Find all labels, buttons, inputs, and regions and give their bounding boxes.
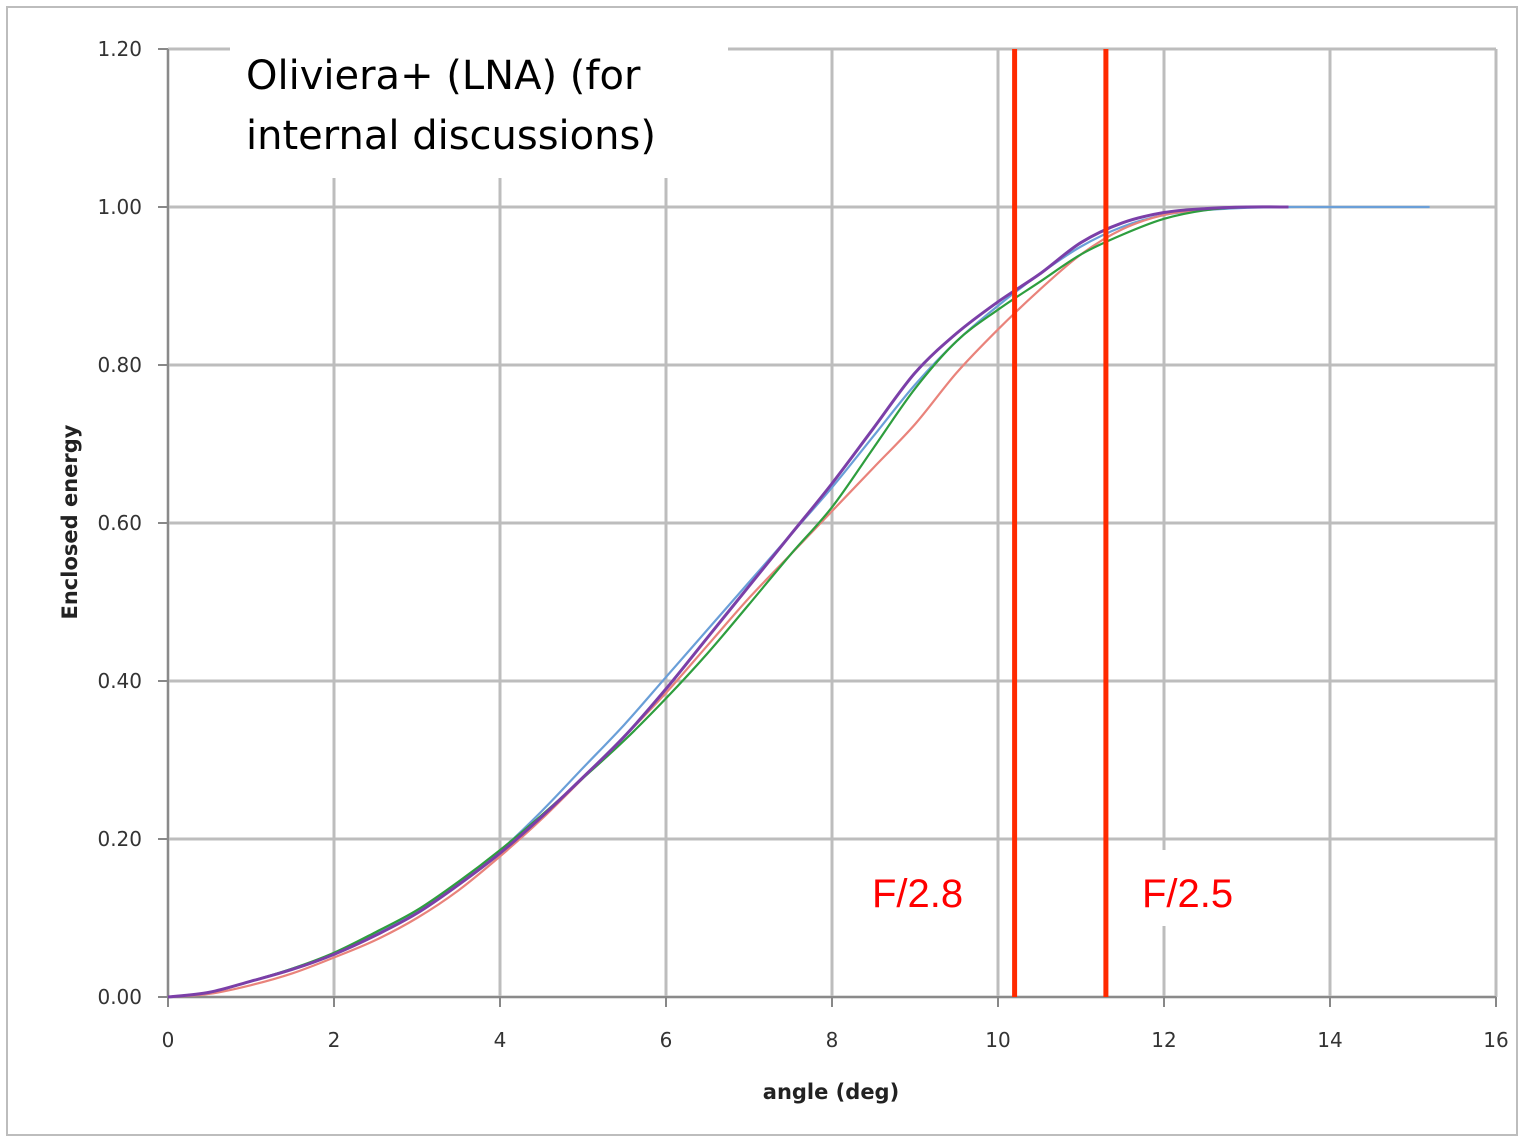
f25-label: F/2.5 xyxy=(1128,850,1262,926)
chart-title-note: Oliviera+ (LNA) (for internal discussion… xyxy=(230,44,728,178)
series-lines xyxy=(167,205,1430,999)
y-axis-label: Enclosed energy xyxy=(58,424,82,619)
x-tick-label: 10 xyxy=(985,1028,1010,1052)
x-tick-label: 0 xyxy=(162,1028,175,1052)
x-tick-label: 4 xyxy=(494,1028,507,1052)
axes xyxy=(158,48,1497,1007)
y-tick-label: 0.20 xyxy=(97,827,142,851)
y-tick-label: 0.80 xyxy=(97,353,142,377)
f-number-lines xyxy=(1012,49,1109,997)
series-line-4 xyxy=(167,205,1289,999)
series-line-3 xyxy=(167,205,1289,999)
y-tick-label: 0.00 xyxy=(97,985,142,1009)
x-tick-label: 2 xyxy=(328,1028,341,1052)
x-tick-label: 12 xyxy=(1151,1028,1176,1052)
y-tick-label: 1.00 xyxy=(97,195,142,219)
x-tick-label: 14 xyxy=(1317,1028,1342,1052)
y-tick-label: 1.20 xyxy=(97,37,142,61)
title-line-1: Oliviera+ (LNA) (for xyxy=(246,53,641,99)
title-line-2: internal discussions) xyxy=(246,113,656,159)
series-line-2 xyxy=(167,205,1289,999)
y-tick-labels: 0.00 0.20 0.40 0.60 0.80 1.00 1.20 xyxy=(97,37,142,1009)
grid-lines xyxy=(166,47,1498,999)
y-tick-label: 0.40 xyxy=(97,669,142,693)
x-tick-label: 6 xyxy=(660,1028,673,1052)
x-tick-labels: 0 2 4 6 8 10 12 14 16 xyxy=(162,1028,1509,1052)
x-tick-label: 8 xyxy=(826,1028,839,1052)
x-tick-label: 16 xyxy=(1483,1028,1508,1052)
x-axis-label: angle (deg) xyxy=(763,1080,899,1104)
y-tick-label: 0.60 xyxy=(97,511,142,535)
f28-label: F/2.8 xyxy=(862,850,996,926)
